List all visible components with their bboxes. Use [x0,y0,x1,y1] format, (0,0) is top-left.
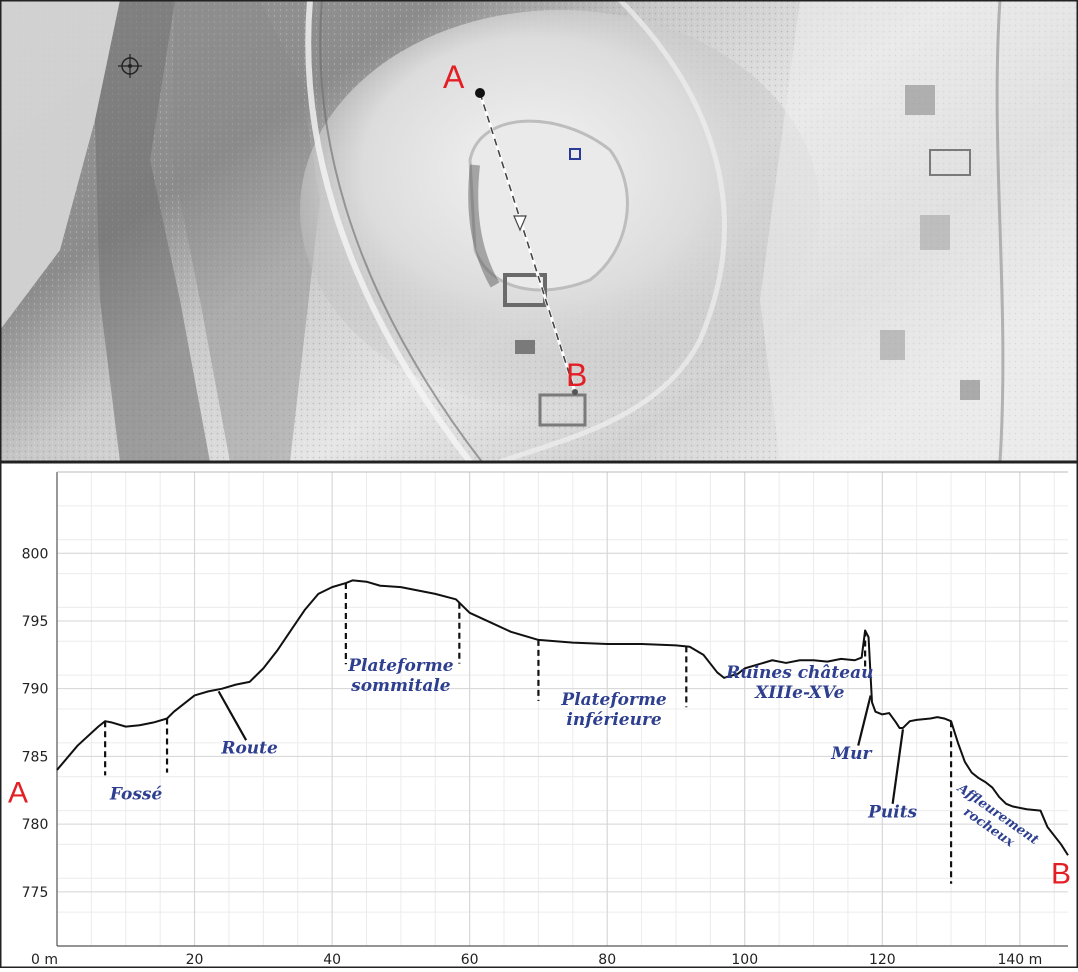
map-label-b: B [566,357,587,393]
annotation-label-line: Plateforme [347,656,454,676]
annotation-label-line: Mur [830,744,872,764]
village-area [760,0,1078,462]
annotation-label-line: XIIIe-XVe [754,683,845,703]
profile-label-b: B [1051,858,1071,891]
annotation-label-line: Puits [867,802,917,822]
elevation-profile-chart: 0 m 20 40 60 80 100 120 140 m 775 780 785 790 795 800… [0,462,1078,968]
x-tick-label: 40 [323,952,341,968]
x-tick-label: 120 [869,952,896,968]
transect-start-point[interactable] [475,88,485,98]
y-tick-label: 790 [22,682,49,698]
y-tick-label: 795 [22,614,49,630]
annotation-label: Mur [830,744,872,764]
map-label-a: A [443,59,465,95]
annotation-label: Fossé [109,785,163,805]
annotation-label: Puits [867,802,917,822]
y-tick-label: 785 [22,749,49,765]
annotation-label: Route [220,739,278,759]
elevation-profile: 0 m 20 40 60 80 100 120 140 m 775 780 785 790 795 800… [0,462,1078,968]
x-tick-label: 80 [598,952,616,968]
x-tick-label: 20 [186,952,204,968]
y-tick-label: 780 [22,817,49,833]
x-tick-label: 140 m [997,952,1042,968]
y-tick-label: 775 [22,885,49,901]
x-tick-label: 100 [731,952,758,968]
annotation-label-line: sommitale [350,676,451,696]
annotation-label-line: Route [220,739,278,759]
profile-label-a: A [8,776,28,809]
hillshade-map: A B [0,0,1078,462]
x-tick-label: 60 [461,952,479,968]
annotation-label-line: Plateforme [560,690,667,710]
x-tick-label: 0 m [31,952,58,968]
annotation-label-line: Ruines château [725,663,873,683]
y-tick-label: 800 [22,546,49,562]
summit-plateau [470,121,627,290]
annotation-label-line: Fossé [109,785,163,805]
hillshade-map-svg: A B [0,0,1078,462]
annotation-label-line: inférieure [566,710,661,730]
